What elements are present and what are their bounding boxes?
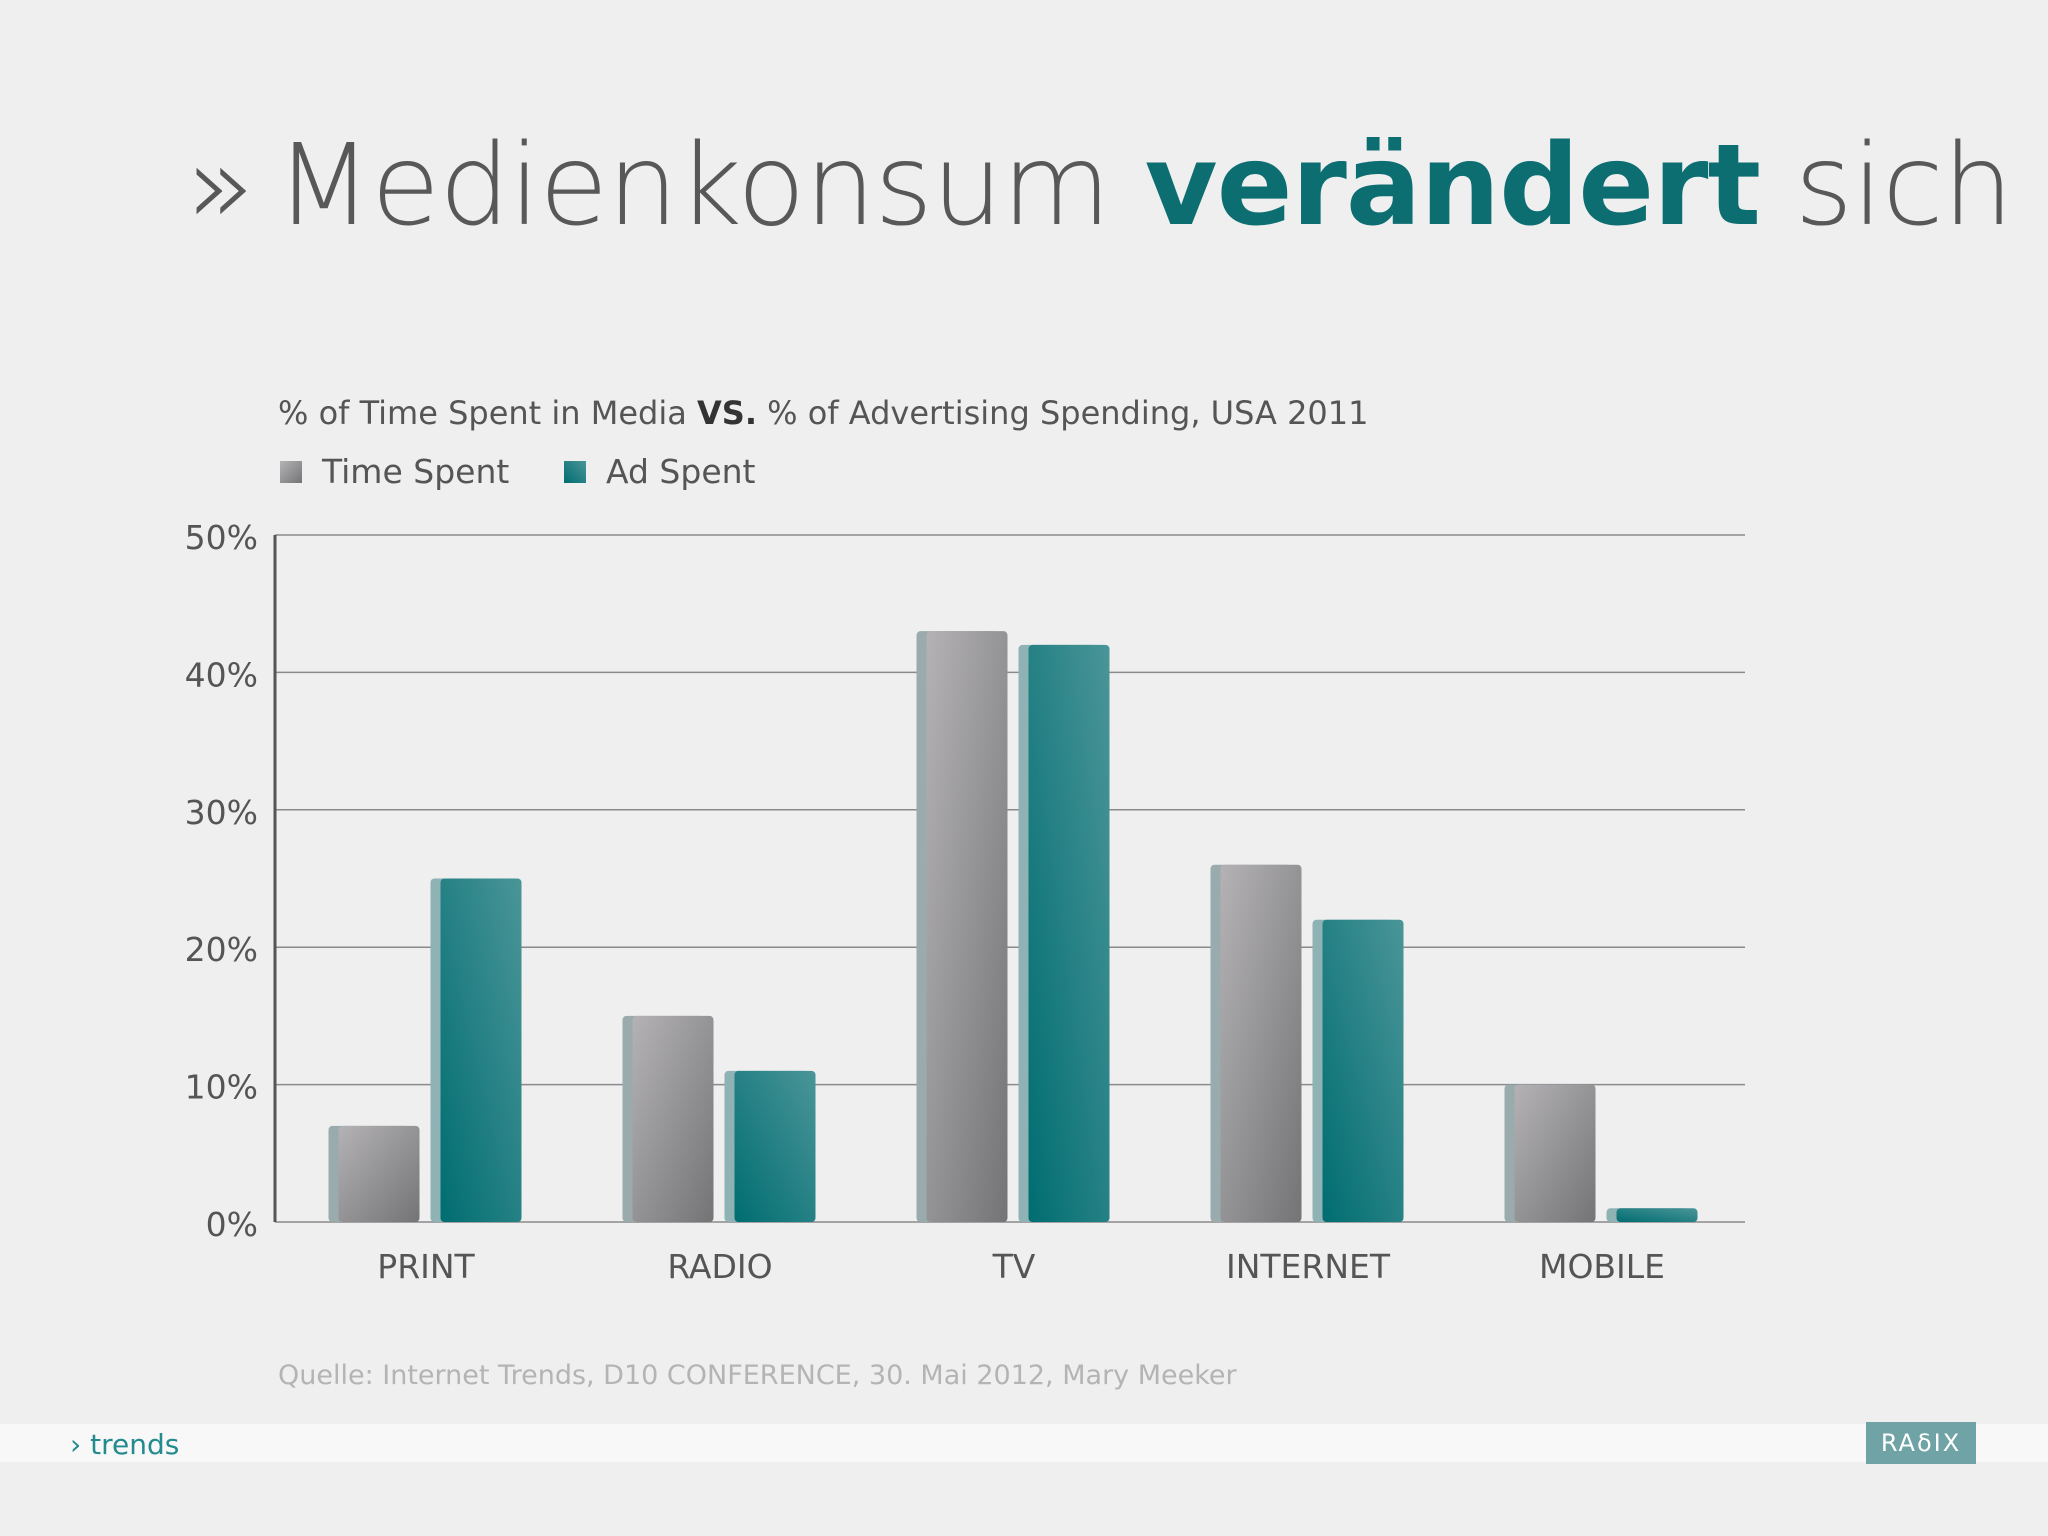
bar-time-spent-tv — [926, 631, 1008, 1222]
bar-chart: 0% 10% 20% 30% 40% 50% PRINT RADIO TV INTERNET MOB… — [185, 518, 1745, 1286]
bar-ad-spent-print — [440, 878, 522, 1222]
subtitle-vs: VS. — [697, 394, 757, 432]
x-tick-label: TV — [992, 1247, 1036, 1286]
y-tick-label: 40% — [185, 655, 258, 694]
x-tick-label: MOBILE — [1539, 1247, 1665, 1286]
source-note: Quelle: Internet Trends, D10 CONFERENCE,… — [278, 1360, 1237, 1391]
bar-time-spent-radio — [632, 1015, 714, 1222]
radix-logo: RAδIX — [1866, 1422, 1976, 1464]
subtitle-part2: % of Advertising Spending, USA 2011 — [767, 394, 1369, 432]
y-tick-label: 20% — [185, 930, 258, 969]
title-part2: sich — [1794, 121, 2014, 251]
legend-swatch-ad-spent — [564, 460, 586, 483]
title-emphasis: verändert — [1144, 121, 1761, 251]
y-tick-label: 10% — [185, 1068, 258, 1107]
bar-ad-spent-mobile — [1616, 1208, 1698, 1222]
legend-item-time-spent: Time Spent — [280, 452, 509, 491]
legend-swatch-time-spent — [280, 460, 302, 483]
slide-title: » Medienkonsum verändert sich — [186, 130, 2014, 242]
bar-ad-spent-internet — [1322, 919, 1404, 1222]
bar-time-spent-print — [338, 1125, 420, 1222]
subtitle-part1: % of Time Spent in Media — [278, 394, 687, 432]
y-tick-label: 50% — [185, 518, 258, 557]
footer-section-label: › trends — [70, 1428, 180, 1461]
bar-ad-spent-radio — [734, 1070, 816, 1222]
title-part1: Medienkonsum — [275, 121, 1111, 251]
chart-subtitle: % of Time Spent in Media VS. % of Advert… — [278, 394, 1369, 432]
legend-label-ad-spent: Ad Spent — [606, 452, 756, 491]
x-tick-label: INTERNET — [1226, 1247, 1391, 1286]
bar-ad-spent-tv — [1028, 644, 1110, 1222]
x-tick-label: RADIO — [667, 1247, 772, 1286]
title-chevron: » — [186, 121, 255, 251]
bar-time-spent-internet — [1220, 864, 1302, 1222]
legend-item-ad-spent: Ad Spent — [564, 452, 755, 491]
footer-bar — [0, 1424, 2048, 1462]
legend-label-time-spent: Time Spent — [322, 452, 510, 491]
bar-time-spent-mobile — [1514, 1084, 1596, 1222]
y-tick-label: 0% — [206, 1205, 258, 1244]
x-tick-label: PRINT — [377, 1247, 475, 1286]
y-tick-label: 30% — [185, 793, 258, 832]
